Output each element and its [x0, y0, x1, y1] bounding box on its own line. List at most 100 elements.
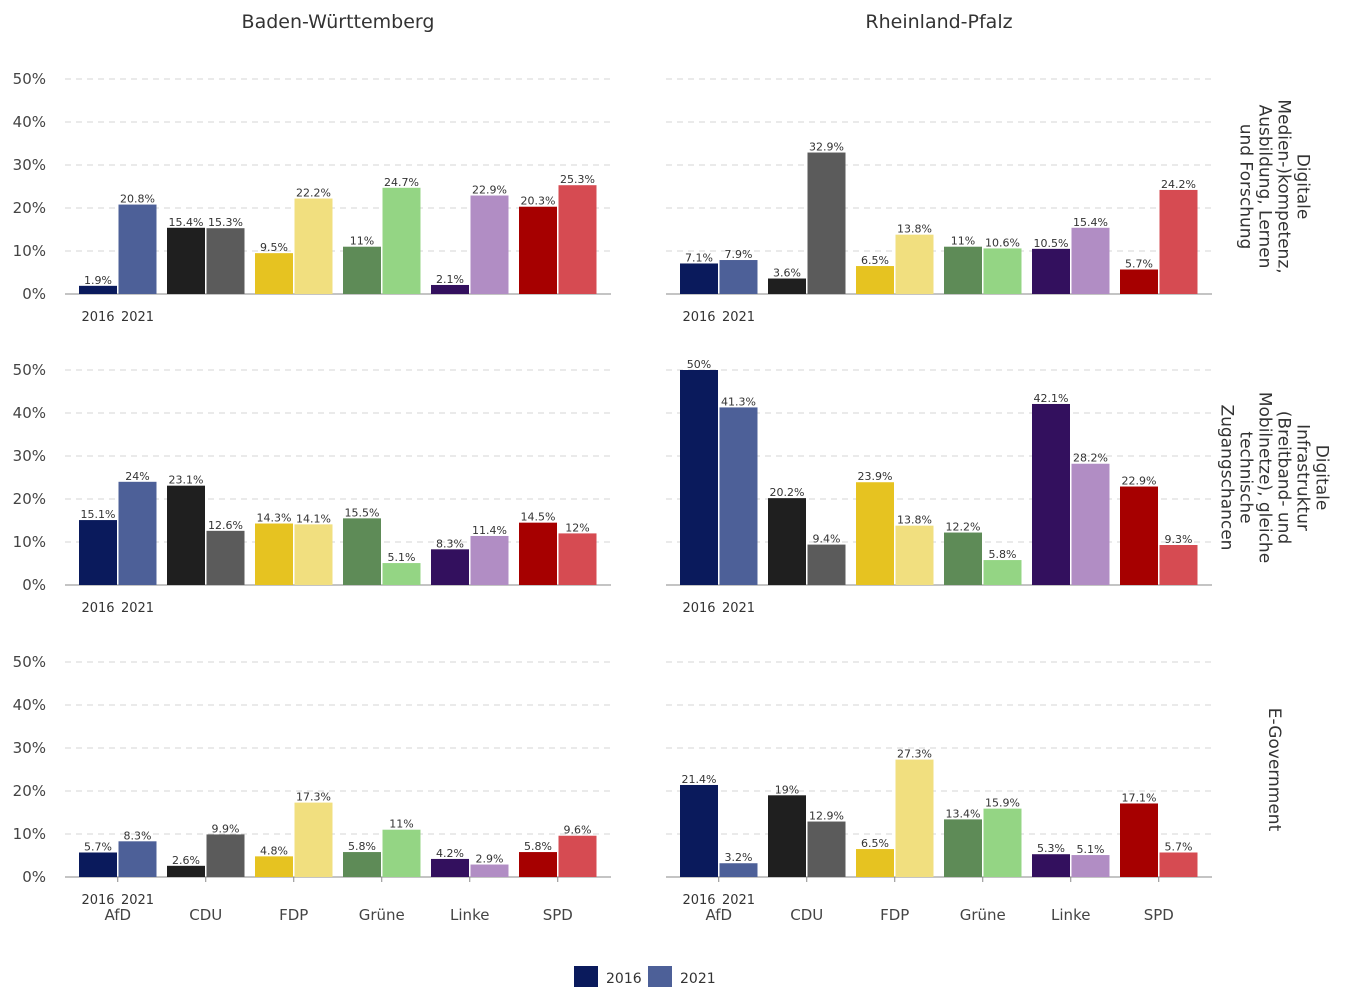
- data-label-Linke-2016-r2-c1: 5.3%: [1037, 842, 1065, 855]
- data-label-AfD-2016-r1-c0: 15.1%: [81, 508, 116, 521]
- data-label-Grüne-2016-r1-c0: 15.5%: [345, 506, 380, 519]
- data-label-FDP-2016-r2-c1: 6.5%: [861, 837, 889, 850]
- row-title-2-line-0: E-Government: [1264, 708, 1284, 832]
- row-title-1-line-4: technische: [1236, 431, 1256, 523]
- data-label-CDU-2021-r1-c0: 12.6%: [208, 519, 243, 532]
- bar-FDP-2016-r1-c0: [255, 523, 293, 585]
- data-label-FDP-2021-r2-c1: 27.3%: [897, 748, 932, 761]
- row-title-1-line-2: (Breitband- und: [1274, 411, 1294, 544]
- data-label-CDU-2016-r2-c0: 2.6%: [172, 854, 200, 867]
- bar-Grüne-2021-r2-c1: [983, 808, 1022, 877]
- year-tick-2021-r2-c0: 2021: [121, 893, 154, 908]
- data-label-Linke-2016-r0-c1: 10.5%: [1034, 237, 1069, 250]
- bar-Linke-2021-r1-c1: [1071, 463, 1110, 585]
- data-label-CDU-2021-r1-c1: 9.4%: [813, 533, 841, 546]
- category-label-CDU-c1: CDU: [790, 906, 823, 924]
- bar-Linke-2016-r1-c1: [1032, 403, 1070, 585]
- data-label-FDP-2021-r1-c1: 13.8%: [897, 514, 932, 527]
- data-label-Grüne-2021-r0-c0: 24.7%: [384, 176, 419, 189]
- bar-AfD-2021-r2-c0: [118, 841, 157, 877]
- row-title-0-line-0: Digitale: [1293, 154, 1313, 220]
- bar-SPD-2021-r0-c0: [558, 185, 597, 294]
- row-title-0-line-3: und Forschung: [1236, 124, 1256, 250]
- data-label-AfD-2021-r0-c0: 20.8%: [120, 193, 155, 206]
- bar-CDU-2016-r0-c1: [768, 278, 806, 294]
- data-label-Linke-2016-r2-c0: 4.2%: [436, 847, 464, 860]
- data-label-AfD-2016-r1-c1: 50%: [687, 358, 711, 371]
- bar-Linke-2016-r0-c0: [431, 284, 469, 294]
- bar-Grüne-2016-r2-c0: [343, 852, 381, 877]
- bar-AfD-2021-r0-c1: [719, 260, 758, 294]
- bar-SPD-2021-r1-c1: [1159, 545, 1198, 585]
- data-label-AfD-2021-r1-c0: 24%: [125, 470, 149, 483]
- category-label-SPD-c1: SPD: [1144, 906, 1174, 924]
- data-label-Grüne-2021-r2-c1: 15.9%: [985, 797, 1020, 810]
- bar-CDU-2021-r2-c1: [807, 821, 846, 877]
- year-tick-2016-r0-c1: 2016: [682, 310, 715, 325]
- data-label-AfD-2021-r1-c1: 41.3%: [721, 395, 756, 408]
- category-label-FDP-c1: FDP: [880, 906, 909, 924]
- bar-SPD-2016-r2-c0: [519, 852, 557, 877]
- data-label-SPD-2016-r2-c0: 5.8%: [524, 840, 552, 853]
- row-title-1-line-0: Digitale: [1312, 445, 1332, 511]
- year-tick-2021-r1-c0: 2021: [121, 601, 154, 616]
- data-label-Linke-2021-r2-c1: 5.1%: [1077, 843, 1105, 856]
- year-tick-2016-r2-c1: 2016: [682, 893, 715, 908]
- year-tick-2021-r0-c0: 2021: [121, 310, 154, 325]
- bar-CDU-2016-r1-c0: [167, 485, 205, 585]
- data-label-CDU-2016-r0-c1: 3.6%: [773, 267, 801, 280]
- bar-Grüne-2021-r0-c1: [983, 248, 1022, 294]
- data-label-SPD-2016-r0-c1: 5.7%: [1125, 257, 1153, 270]
- data-label-CDU-2021-r0-c0: 15.3%: [208, 216, 243, 229]
- column-title-0: Baden-Württemberg: [242, 11, 435, 33]
- bar-AfD-2016-r0-c1: [680, 263, 718, 294]
- data-label-FDP-2016-r1-c1: 23.9%: [858, 470, 893, 483]
- y-tick-label-r0-5: 50%: [13, 70, 46, 88]
- bar-CDU-2016-r1-c1: [768, 498, 806, 585]
- year-tick-2016-r2-c0: 2016: [81, 893, 114, 908]
- data-label-Grüne-2021-r0-c1: 10.6%: [985, 236, 1020, 249]
- data-label-Linke-2021-r1-c0: 11.4%: [472, 524, 507, 537]
- data-label-Linke-2021-r2-c0: 2.9%: [476, 853, 504, 866]
- y-tick-label-r0-1: 10%: [13, 242, 46, 260]
- bar-FDP-2016-r0-c0: [255, 253, 293, 294]
- category-label-Grüne-c0: Grüne: [359, 906, 405, 924]
- data-label-AfD-2021-r2-c1: 3.2%: [725, 851, 753, 864]
- year-tick-2021-r1-c1: 2021: [722, 601, 755, 616]
- data-label-Grüne-2021-r1-c0: 5.1%: [388, 551, 416, 564]
- data-label-FDP-2021-r1-c0: 14.1%: [296, 512, 331, 525]
- data-label-Grüne-2016-r1-c1: 12.2%: [946, 521, 981, 534]
- data-label-AfD-2021-r2-c0: 8.3%: [124, 829, 152, 842]
- bar-Linke-2016-r1-c0: [431, 549, 469, 585]
- data-label-Grüne-2016-r2-c1: 13.4%: [946, 807, 981, 820]
- category-label-CDU-c0: CDU: [189, 906, 222, 924]
- data-label-SPD-2021-r0-c0: 25.3%: [560, 173, 595, 186]
- bar-FDP-2021-r1-c0: [294, 524, 333, 585]
- data-label-SPD-2021-r2-c0: 9.6%: [564, 824, 592, 837]
- bar-Linke-2016-r2-c0: [431, 858, 469, 877]
- row-title-1-line-3: Mobilnetze), gleiche: [1255, 392, 1275, 563]
- bar-Grüne-2016-r0-c1: [944, 246, 982, 294]
- legend-label-2016: 2016: [606, 971, 642, 987]
- bar-FDP-2016-r1-c1: [856, 482, 894, 585]
- data-label-Linke-2021-r0-c0: 22.9%: [472, 184, 507, 197]
- data-label-CDU-2016-r0-c0: 15.4%: [169, 216, 204, 229]
- data-label-SPD-2016-r2-c1: 17.1%: [1122, 791, 1157, 804]
- y-tick-label-r1-5: 50%: [13, 361, 46, 379]
- bar-AfD-2021-r1-c1: [719, 407, 758, 585]
- legend-swatch-2021: [648, 966, 672, 987]
- bar-SPD-2016-r1-c0: [519, 522, 557, 585]
- bar-CDU-2021-r0-c0: [206, 228, 245, 294]
- bar-AfD-2021-r0-c0: [118, 204, 157, 294]
- data-label-CDU-2016-r2-c1: 19%: [775, 783, 799, 796]
- data-label-SPD-2016-r1-c1: 22.9%: [1122, 475, 1157, 488]
- y-tick-label-r0-2: 20%: [13, 199, 46, 217]
- data-label-SPD-2016-r1-c0: 14.5%: [521, 511, 556, 524]
- data-label-Linke-2016-r0-c0: 2.1%: [436, 273, 464, 286]
- data-label-Linke-2021-r1-c1: 28.2%: [1073, 452, 1108, 465]
- category-label-SPD-c0: SPD: [543, 906, 573, 924]
- data-label-Grüne-2016-r0-c0: 11%: [350, 235, 374, 248]
- year-tick-2021-r2-c1: 2021: [722, 893, 755, 908]
- bar-FDP-2021-r0-c0: [294, 198, 333, 294]
